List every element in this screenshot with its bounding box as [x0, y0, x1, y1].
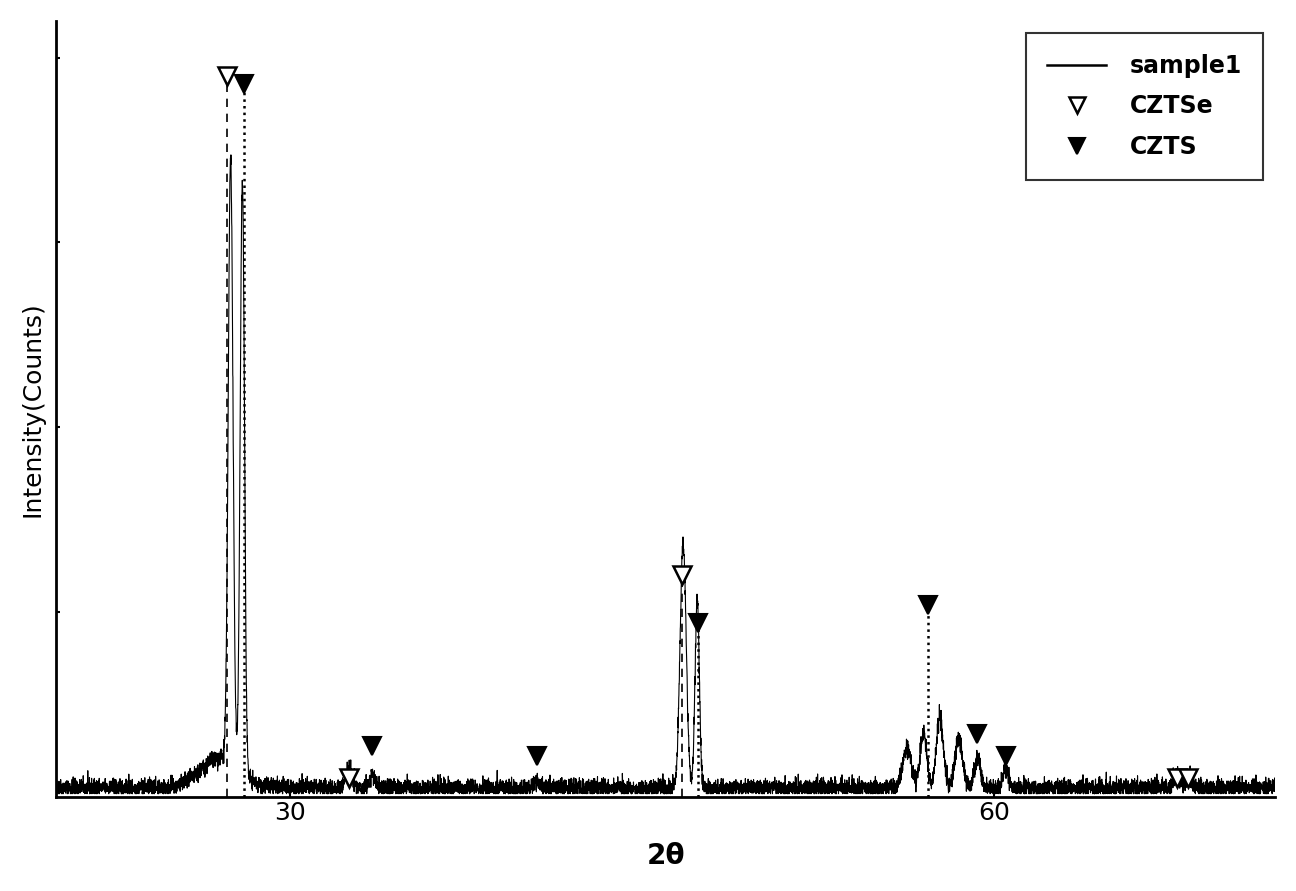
Legend: sample1, CZTSe, CZTS: sample1, CZTSe, CZTS	[1026, 33, 1264, 180]
Y-axis label: Intensity(Counts): Intensity(Counts)	[21, 301, 45, 517]
X-axis label: 2θ: 2θ	[647, 842, 684, 871]
